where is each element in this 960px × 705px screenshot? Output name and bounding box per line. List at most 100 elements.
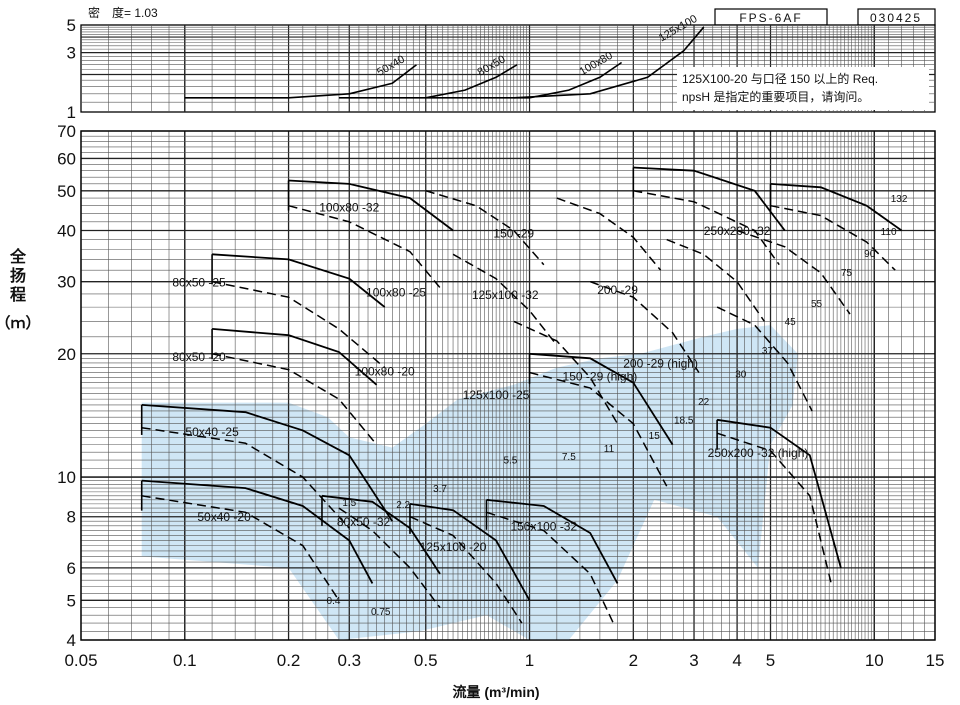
main-curves [140, 166, 903, 624]
pump-model-label: 80x50 -32 [337, 515, 391, 529]
y-tick-label: 50 [57, 182, 76, 201]
density-label: 密 度= 1.03 [88, 5, 158, 20]
y-axis-title-2: 扬 [10, 266, 26, 285]
efficiency-curve [425, 190, 545, 266]
x-tick-label: 0.5 [414, 651, 438, 670]
npsh-y-tick-label: 3 [67, 44, 76, 63]
efficiency-curve [716, 432, 832, 584]
doc-code: 030425 [870, 11, 922, 25]
x-tick-label: 2 [629, 651, 638, 670]
efficiency-curve [513, 320, 619, 425]
pump-model-label: 80x50 -20 [172, 350, 226, 364]
npsh-grid [81, 25, 935, 112]
power-label: 45 [785, 317, 797, 328]
head-curve [321, 494, 441, 575]
x-tick-label: 0.05 [64, 651, 97, 670]
npsh-curve [425, 61, 623, 99]
pump-model-label: 150x100 -32 [510, 520, 577, 534]
y-axis-title-1: 全 [9, 247, 27, 266]
y-tick-label: 6 [67, 559, 76, 578]
pump-model-label: 100x80 -25 [366, 286, 426, 300]
npsh-curve [338, 64, 518, 99]
power-label: 30 [735, 370, 747, 381]
pump-model-label: 125x100 -20 [420, 540, 487, 554]
x-tick-label: 0.3 [337, 651, 361, 670]
power-label: 22 [698, 397, 710, 408]
y-tick-label: 40 [57, 222, 76, 241]
npsh-note-bg [677, 67, 929, 110]
head-curve [409, 503, 531, 601]
power-label: 75 [841, 268, 853, 279]
y-tick-label: 30 [57, 273, 76, 292]
x-tick-label: 0.1 [173, 651, 197, 670]
y-tick-label: 70 [57, 122, 76, 141]
pump-model-label: 80x50 -25 [172, 275, 226, 289]
power-label: 37 [762, 346, 774, 357]
x-tick-label: 3 [689, 651, 698, 670]
x-axis-title: 流量 (m³/min) [452, 684, 539, 700]
y-axis-unit: （ｍ） [0, 314, 41, 332]
x-tick-label: 0.2 [277, 651, 301, 670]
power-label: 11 [604, 444, 615, 455]
pump-model-label: 50x40 -25 [185, 425, 239, 439]
x-tick-label: 5 [766, 651, 775, 670]
efficiency-curve [338, 507, 441, 609]
pump-model-label: 50x40 -20 [197, 510, 251, 524]
power-label: 15 [649, 431, 661, 442]
npsh-y-tick-label: 5 [67, 16, 76, 35]
y-axis-title-3: 程 [10, 286, 26, 304]
efficiency-curve [486, 511, 614, 624]
efficiency-curve [666, 238, 766, 322]
y-tick-label: 4 [67, 631, 76, 650]
y-tick-label: 8 [67, 508, 76, 527]
power-label: 7.5 [562, 452, 576, 463]
npsh-note-line-1: 125X100-20 与口径 150 以上的 Req. [682, 71, 878, 86]
pump-model-label: 100x80 -32 [319, 201, 379, 215]
y-tick-label: 20 [57, 345, 76, 364]
npsh-curves [184, 26, 705, 99]
power-label: 1.5 [342, 498, 356, 509]
pump-model-label: 150 -29 (high) [563, 370, 638, 384]
pump-model-label: 250x200 -32 (high) [708, 446, 809, 460]
power-label: 90 [864, 249, 876, 260]
efficiency-curve [288, 204, 441, 289]
pump-model-label: 250x200 -32 [704, 224, 771, 238]
head-curve [212, 328, 378, 386]
main-curve-labels: 50x40 -20 50x40 -25 80x50 -20 80x50 -25 80x5… [172, 194, 907, 618]
efficiency-curve [633, 190, 780, 266]
pump-model-label: 150 -29 [493, 226, 534, 240]
head-curve [212, 253, 386, 308]
y-tick-label: 60 [57, 149, 76, 168]
pump-model-label: 200 -29 [597, 283, 638, 297]
y-tick-label: 5 [67, 591, 76, 610]
pump-model-label: 125x100 -32 [472, 288, 539, 302]
npsh-y-ticks: 1 3 5 [67, 16, 76, 122]
efficiency-curve [589, 280, 700, 373]
power-label: 3.7 [433, 484, 447, 495]
power-label: 0.4 [327, 596, 341, 607]
pump-model-label: 100x80 -20 [355, 365, 415, 379]
npsh-y-tick-label: 1 [67, 103, 76, 122]
x-tick-label: 1 [525, 651, 534, 670]
x-tick-label: 4 [732, 651, 741, 670]
head-curve [486, 498, 619, 584]
model-code: FPS-6AF [739, 11, 802, 25]
efficiency-curve [452, 253, 558, 346]
power-label: 55 [811, 299, 823, 310]
power-label: 18.5 [674, 416, 694, 427]
npsh-note-line-2: npsH 是指定的重要项目，请询问。 [682, 89, 869, 104]
efficiency-curve [736, 229, 851, 315]
head-curve [770, 183, 903, 232]
power-label: 0.75 [371, 607, 391, 618]
head-curve [141, 404, 394, 522]
main-y-ticks: 4 5 6 8 10 20 30 40 50 60 70 [57, 122, 76, 650]
efficiency-curve [770, 204, 896, 271]
power-label: 5.5 [503, 455, 517, 466]
efficiency-curve [529, 371, 668, 487]
npsh-curve [513, 26, 705, 99]
pump-model-label: 125x100 -25 [463, 388, 530, 402]
npsh-curve [184, 64, 417, 99]
efficiency-curve [716, 306, 813, 412]
